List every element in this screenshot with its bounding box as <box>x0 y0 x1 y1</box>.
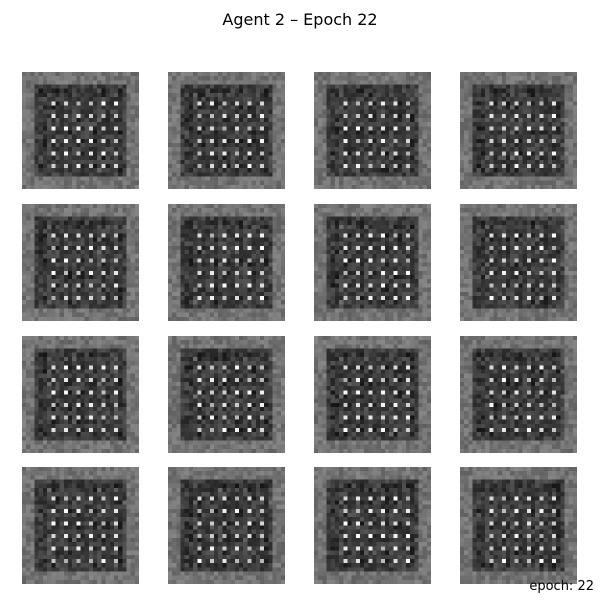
sample-image-r4-c4 <box>460 467 577 584</box>
sample-image-r2-c4 <box>460 204 577 321</box>
sample-image-r2-c3 <box>314 204 431 321</box>
sample-image-r1-c2 <box>168 72 285 189</box>
sample-image-r3-c4 <box>460 336 577 453</box>
epoch-label: epoch: 22 <box>529 579 594 594</box>
sample-image-r3-c1 <box>22 336 139 453</box>
sample-image-r2-c1 <box>22 204 139 321</box>
sample-image-r1-c4 <box>460 72 577 189</box>
sample-image-r3-c2 <box>168 336 285 453</box>
sample-image-r1-c3 <box>314 72 431 189</box>
sample-image-r4-c3 <box>314 467 431 584</box>
sample-image-r2-c2 <box>168 204 285 321</box>
sample-image-r3-c3 <box>314 336 431 453</box>
sample-image-r1-c1 <box>22 72 139 189</box>
sample-image-r4-c2 <box>168 467 285 584</box>
figure-title: Agent 2 – Epoch 22 <box>222 10 378 29</box>
sample-image-r4-c1 <box>22 467 139 584</box>
